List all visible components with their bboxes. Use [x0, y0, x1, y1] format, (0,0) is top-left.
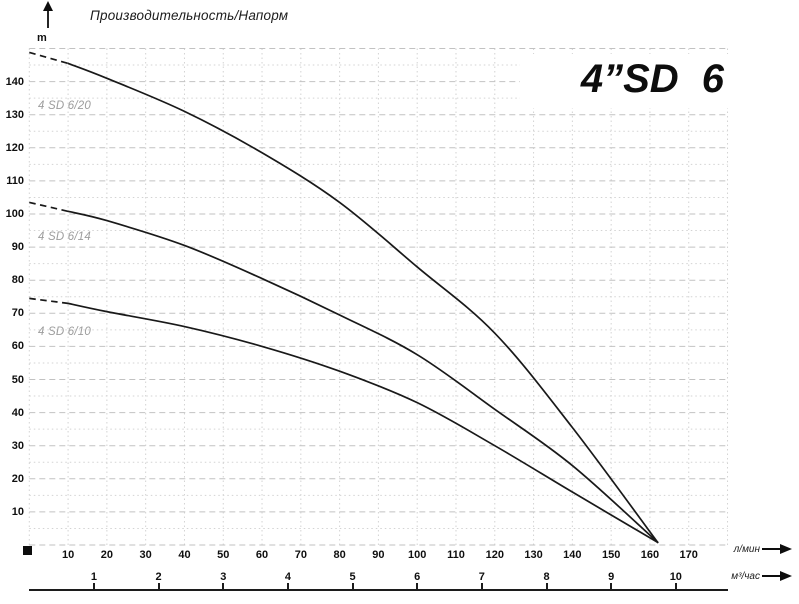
- pump-curve-dashed-segment: [29, 201, 69, 213]
- y-tick-label: 120: [5, 141, 24, 154]
- axis-tick: [416, 583, 419, 590]
- axis-tick: [222, 583, 225, 590]
- origin-marker: [23, 546, 32, 555]
- x-tick-label: 170: [679, 549, 698, 561]
- pump-curve-dashed-segment: [29, 297, 69, 305]
- x-tick-label: 160: [640, 549, 660, 561]
- x-tick-label: 50: [217, 549, 230, 561]
- right-arrow-icon: [762, 544, 792, 554]
- x-tick-label: 70: [294, 549, 307, 561]
- y-tick-label: 140: [5, 75, 24, 88]
- axis-tick: [351, 583, 354, 590]
- x-tick-label: 80: [333, 549, 346, 561]
- y-tick-label: 110: [6, 174, 24, 187]
- y-tick-label: 50: [11, 373, 24, 386]
- x-tick-label: 150: [601, 549, 621, 561]
- pump-curve-dashed-segment: [29, 51, 69, 65]
- secondary-tick-label: 10: [669, 571, 682, 583]
- x-tick-label: 90: [372, 549, 385, 561]
- x-tick-label: 40: [178, 549, 191, 561]
- x-tick-label: 20: [100, 549, 113, 561]
- secondary-tick-label: 2: [155, 571, 162, 583]
- x-tick-label: 100: [408, 549, 427, 561]
- y-tick-label: 100: [5, 208, 24, 220]
- secondary-tick-label: 5: [349, 571, 356, 583]
- axis-tick: [545, 583, 548, 590]
- series-label: 4 SD 6/14: [38, 231, 91, 243]
- axis-tick: [480, 583, 483, 590]
- secondary-tick-label: 6: [414, 571, 421, 583]
- x-tick-label: 140: [563, 549, 582, 561]
- axis-tick: [610, 583, 613, 590]
- y-tick-label: 10: [11, 505, 24, 518]
- y-axis-arrow-icon: [43, 1, 53, 28]
- axis-tick: [157, 583, 160, 590]
- x-tick-label: 60: [255, 549, 269, 561]
- y-tick-label: 30: [11, 439, 24, 452]
- model-series-title: 4”SD 6: [520, 54, 730, 108]
- secondary-tick-label: 9: [608, 571, 615, 583]
- secondary-tick-label: 8: [543, 571, 550, 583]
- secondary-tick-label: 7: [478, 571, 485, 583]
- y-tick-label: 90: [11, 241, 24, 254]
- y-tick-label: 40: [11, 406, 24, 419]
- x-tick-label: 130: [524, 549, 543, 561]
- axis-tick: [674, 583, 677, 590]
- x-tick-label: 10: [61, 549, 75, 561]
- axis-tick: [286, 583, 289, 590]
- series-label: 4 SD 6/20: [38, 100, 91, 112]
- pump-curve: [67, 302, 659, 544]
- pump-curve: [67, 62, 659, 544]
- y-tick-label: 70: [11, 307, 24, 320]
- secondary-tick-label: 1: [90, 571, 97, 583]
- y-tick-label: 60: [11, 340, 24, 353]
- y-tick-label: 80: [11, 274, 24, 287]
- pump-curve: [67, 210, 659, 544]
- x-tick-label: 110: [447, 549, 465, 561]
- secondary-axis-line: [29, 589, 728, 591]
- axis-tick: [92, 583, 95, 590]
- x-axis-unit-m3h: м³/час: [731, 571, 760, 582]
- y-tick-label: 20: [11, 472, 24, 485]
- x-axis-unit-lmin: л/мин: [733, 544, 760, 555]
- secondary-tick-label: 4: [284, 571, 291, 583]
- right-arrow-icon: [762, 571, 792, 581]
- series-label: 4 SD 6/10: [38, 326, 91, 338]
- y-unit-label: m: [37, 32, 47, 44]
- secondary-tick-label: 3: [220, 571, 227, 583]
- axis-title: Производительность/Напорм: [90, 8, 289, 23]
- y-tick-label: 130: [5, 108, 24, 121]
- x-tick-label: 30: [139, 549, 152, 561]
- x-tick-label: 120: [485, 549, 504, 561]
